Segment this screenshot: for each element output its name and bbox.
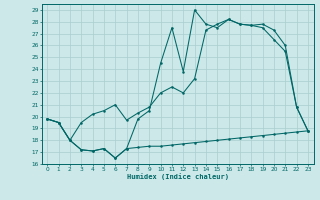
X-axis label: Humidex (Indice chaleur): Humidex (Indice chaleur) [127, 173, 228, 180]
